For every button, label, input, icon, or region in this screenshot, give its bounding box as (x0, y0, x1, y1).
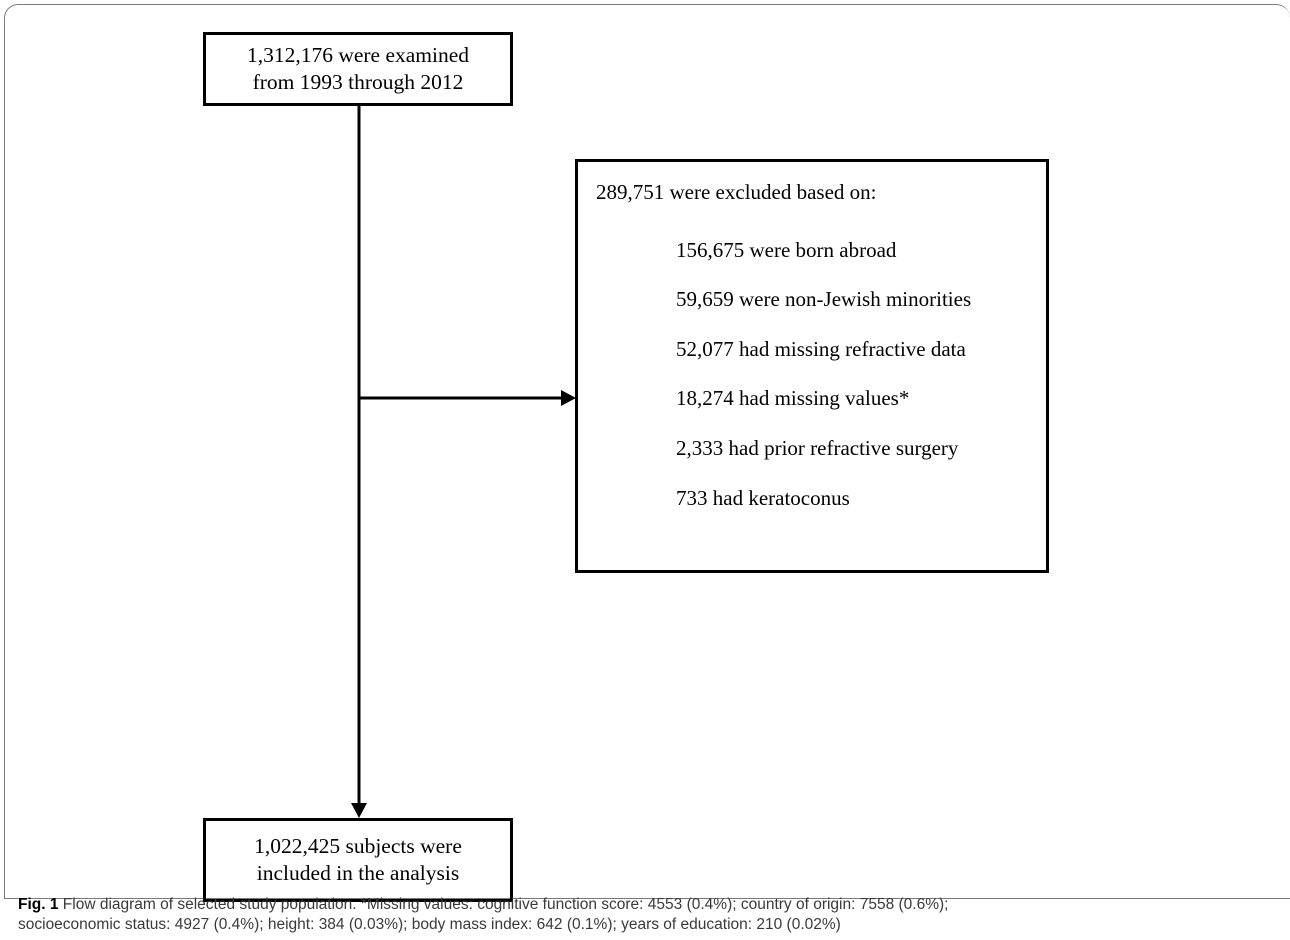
examined-box: 1,312,176 were examined from 1993 throug… (203, 32, 513, 106)
caption-line-1: Fig. 1 Flow diagram of selected study po… (18, 895, 1278, 915)
exclusion-item-refractive-surgery: 2,333 had prior refractive surgery (676, 436, 959, 460)
examined-line-2: from 1993 through 2012 (252, 70, 464, 94)
figure-caption: Fig. 1 Flow diagram of selected study po… (18, 895, 1278, 935)
exclusion-item-missing-values: 18,274 had missing values* (676, 386, 910, 410)
included-line-2: included in the analysis (256, 861, 460, 885)
exclusion-item-minorities: 59,659 were non-Jewish minorities (676, 287, 972, 311)
right-arrowhead (561, 390, 576, 406)
exclusion-item-keratoconus: 733 had keratoconus (676, 486, 850, 510)
exclusion-box: 289,751 were excluded based on: 156,675 … (575, 159, 1049, 573)
exclusion-heading: 289,751 were excluded based on: (596, 180, 877, 204)
examined-line-1: 1,312,176 were examined (246, 43, 470, 67)
caption-line-2: socioeconomic status: 4927 (0.4%); heigh… (18, 916, 841, 933)
down-arrowhead (351, 803, 367, 818)
included-line-1: 1,022,425 subjects were (254, 834, 462, 858)
figure-frame (4, 4, 1290, 899)
exclusion-item-missing-refractive: 52,077 had missing refractive data (676, 337, 966, 361)
included-box: 1,022,425 subjects were included in the … (203, 818, 513, 902)
exclusion-item-born-abroad: 156,675 were born abroad (676, 238, 897, 262)
caption-label: Fig. 1 (18, 896, 59, 913)
caption-text-1: Flow diagram of selected study populatio… (58, 896, 949, 913)
